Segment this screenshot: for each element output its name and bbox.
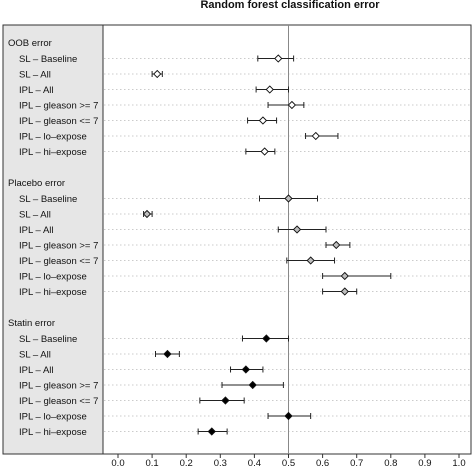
group-label: Statin error <box>8 318 55 329</box>
chart-title: Random forest classification error <box>200 0 380 11</box>
x-tick-label: 0.4 <box>248 458 261 467</box>
x-tick-label: 0.3 <box>214 458 227 467</box>
estimates <box>142 54 392 436</box>
x-tick-label: 0.9 <box>418 458 431 467</box>
row-label: IPL – gleason <= 7 <box>19 256 98 267</box>
row-label: IPL – lo–expose <box>19 132 87 143</box>
row-label: SL – Baseline <box>19 334 77 345</box>
x-tick-label: 0.0 <box>111 458 124 467</box>
row-label: IPL – gleason <= 7 <box>19 116 98 127</box>
row-label: IPL – hi–expose <box>19 147 87 158</box>
point-estimate <box>340 271 349 281</box>
row-labels: OOB error SL – Baseline SL – All IPL – All I… <box>8 38 98 438</box>
row-label: IPL – hi–expose <box>19 427 87 438</box>
point-estimate <box>265 85 274 94</box>
label-panel <box>2 24 104 455</box>
point-estimate <box>260 147 269 156</box>
point-estimate <box>332 240 341 250</box>
point-estimate <box>221 396 230 405</box>
row-label: IPL – All <box>19 225 54 236</box>
point-estimate <box>292 225 302 234</box>
point-estimate <box>207 427 216 436</box>
x-tick-label: 0.5 <box>282 458 295 467</box>
point-estimate <box>248 380 257 390</box>
row-label: SL – Baseline <box>19 54 77 65</box>
plot-panel <box>102 24 472 455</box>
row-label: IPL – gleason >= 7 <box>19 101 98 112</box>
row-label: IPL – lo–expose <box>19 412 87 423</box>
x-tick-label: 0.7 <box>350 458 363 467</box>
point-estimate <box>340 287 349 296</box>
point-estimate <box>311 131 320 141</box>
row-label: IPL – gleason <= 7 <box>19 396 98 407</box>
row-label: SL – All <box>19 70 51 81</box>
group-label: OOB error <box>8 38 52 49</box>
row-label: IPL – All <box>19 85 54 96</box>
x-axis: 0.0 0.1 0.2 0.3 0.4 0.5 0.6 0.7 0.8 0.9 1.0 <box>111 454 466 467</box>
point-estimate <box>284 411 293 421</box>
point-estimate <box>284 194 293 203</box>
row-label: IPL – gleason >= 7 <box>19 241 98 252</box>
point-estimate <box>274 54 283 63</box>
point-estimate <box>287 100 297 110</box>
x-tick-label: 0.8 <box>384 458 397 467</box>
row-label: IPL – All <box>19 365 54 376</box>
row-label: SL – All <box>19 350 51 361</box>
row-label: IPL – lo–expose <box>19 272 87 283</box>
row-label: IPL – hi–expose <box>19 287 87 298</box>
point-estimate <box>163 349 172 359</box>
point-estimate <box>153 69 162 79</box>
point-estimate <box>306 256 315 265</box>
x-tick-label: 0.6 <box>316 458 329 467</box>
row-label: SL – All <box>19 210 51 221</box>
x-tick-label: 1.0 <box>452 458 465 467</box>
row-label: IPL – gleason >= 7 <box>19 381 98 392</box>
group-label: Placebo error <box>8 178 65 189</box>
point-estimate <box>262 334 271 343</box>
point-estimate <box>258 116 268 125</box>
point-estimate <box>142 209 152 219</box>
point-estimate <box>241 365 251 374</box>
gridlines <box>104 58 470 432</box>
row-label: SL – Baseline <box>19 194 77 205</box>
x-tick-label: 0.2 <box>180 458 193 467</box>
x-tick-label: 0.1 <box>145 458 158 467</box>
